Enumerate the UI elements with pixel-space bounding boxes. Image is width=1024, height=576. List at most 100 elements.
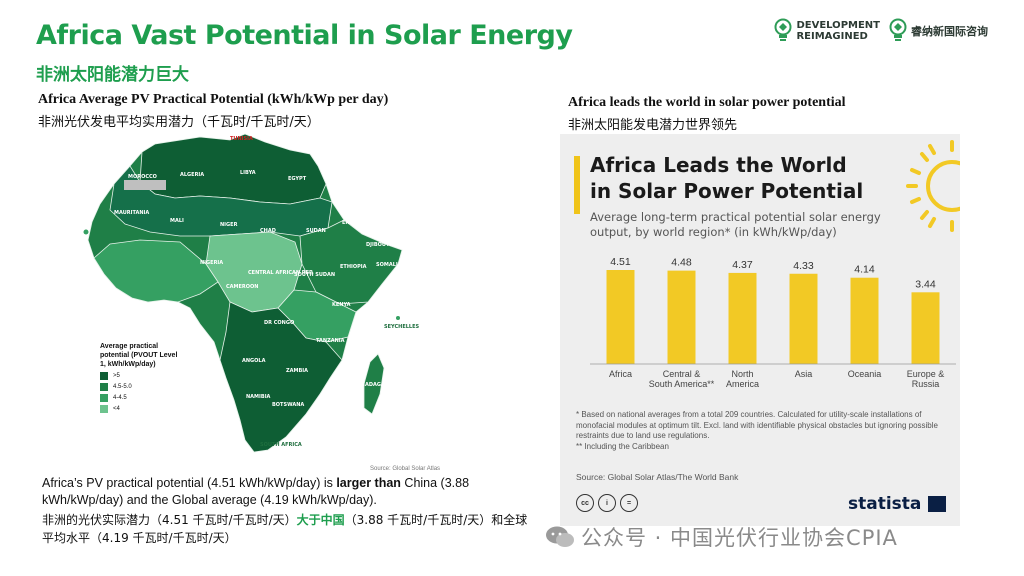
map-label: ALGERIA	[180, 172, 205, 178]
map-label: ANGOLA	[242, 358, 266, 364]
statista-chart-panel: Africa Leads the World in Solar Power Po…	[560, 134, 960, 526]
map-label: SOUTH SUDAN	[294, 272, 336, 278]
legend-label: >5	[113, 373, 120, 379]
footnote-1: * Based on national averages from a tota…	[576, 410, 938, 440]
watermark-text: 公众号 · 中国光伏行业协会CPIA	[581, 526, 898, 550]
map-label: CHAD	[260, 228, 276, 234]
chart-title: Africa Leads the World in Solar Power Po…	[590, 152, 890, 204]
bar-2	[728, 272, 757, 364]
cc-icon: cc	[576, 494, 594, 512]
caption-zh: 非洲的光伏实际潜力（4.51 千瓦时/千瓦时/天）大于中国（3.88 千瓦时/千…	[42, 511, 528, 547]
logo-text-cn: 睿纳新国际咨询	[911, 25, 988, 38]
africa-map-svg	[83, 133, 403, 453]
category-label-1: South America**	[649, 379, 715, 389]
africa-map: TUNISIA MOROCCO ALGERIA LIBYA EGYPT MAUR…	[80, 132, 419, 472]
chart-subtitle: Average long-term practical potential so…	[590, 210, 881, 239]
wechat-watermark: 公众号 · 中国光伏行业协会CPIA	[545, 522, 898, 552]
bar-4	[850, 277, 879, 364]
map-label: NIGERIA	[200, 260, 224, 266]
header-logos: DEVELOPMENT REIMAGINED 睿纳新国际咨询	[773, 18, 988, 44]
map-label: MALI	[170, 218, 184, 224]
value-label-4: 4.14	[854, 264, 875, 276]
bar-3	[789, 273, 818, 364]
map-label: MADAGASCAR	[360, 382, 400, 388]
bar-chart: 4.51 Africa 4.48 Central &South America** 4.…	[590, 256, 956, 389]
attribution-icon: i	[598, 494, 616, 512]
map-label: ERITREA	[342, 220, 366, 226]
value-label-0: 4.51	[610, 256, 631, 268]
chart-title-line1: Africa Leads the World	[590, 153, 847, 177]
island-cape-verde	[83, 229, 89, 235]
chart-section-title: Africa leads the world in solar power po…	[568, 95, 846, 110]
map-label: TANZANIA	[316, 338, 345, 344]
legend-swatch	[100, 394, 108, 402]
map-label: SOMALIA	[376, 262, 402, 268]
logo-text-line1: DEVELOPMENT	[796, 20, 880, 31]
license-icons: cc i =	[576, 494, 638, 512]
logo-text-line2: REIMAGINED	[796, 31, 868, 42]
map-label: MOROCCO	[128, 174, 157, 180]
western-sahara-region	[124, 180, 166, 190]
map-label: SEYCHELLES	[384, 324, 420, 330]
legend-title: Average practical potential (PVOUT Level…	[100, 343, 178, 368]
value-label-3: 4.33	[793, 260, 814, 272]
legend-item: 4.5-5.0	[100, 383, 180, 391]
chart-section-title-zh: 非洲太阳能发电潜力世界领先	[568, 118, 738, 133]
legend-swatch	[100, 383, 108, 391]
sun-icon	[906, 140, 960, 232]
north-africa-region	[139, 133, 327, 205]
chart-footnote: * Based on national averages from a tota…	[576, 410, 946, 452]
statista-mark-icon	[928, 496, 946, 512]
caption-bold: larger than	[336, 476, 401, 490]
category-label-2: America	[726, 379, 759, 389]
map-label: BOTSWANA	[272, 402, 305, 408]
map-title: Africa Average PV Practical Potential (k…	[38, 92, 389, 107]
map-title-zh: 非洲光伏发电平均实用潜力（千瓦时/千瓦时/天）	[38, 115, 320, 130]
map-legend: Average practical potential (PVOUT Level…	[100, 342, 180, 413]
page-title-zh: 非洲太阳能潜力巨大	[36, 65, 189, 85]
map-label: MAURITANIA	[114, 210, 150, 216]
value-label-2: 4.37	[732, 259, 753, 271]
lightbulb-icon	[889, 18, 907, 41]
map-label: CENTRAL AFRICAN REP.	[248, 270, 314, 276]
map-label: DR CONGO	[264, 320, 295, 326]
legend-item: >5	[100, 372, 180, 380]
category-label-2: North	[731, 369, 753, 379]
bar-5	[911, 292, 940, 364]
legend-item: 4-4.5	[100, 394, 180, 402]
map-label: CAMEROON	[226, 284, 259, 290]
category-label-1: Central &	[663, 369, 701, 379]
accent-bar	[574, 156, 580, 214]
legend-label: <4	[113, 406, 120, 412]
west-coast-region	[93, 239, 219, 303]
caption-zh-text: （3.88 千瓦时/千瓦时/天）和全球平均水平（4.19 千瓦时/千瓦时/天）	[42, 513, 528, 545]
map-label: TUNISIA	[230, 136, 253, 142]
island-seychelles	[396, 316, 400, 320]
legend-label: 4.5-5.0	[113, 384, 132, 390]
category-label-4: Oceania	[848, 369, 882, 379]
legend-swatch	[100, 405, 108, 413]
value-label-1: 4.48	[671, 257, 692, 269]
southern-africa-region	[219, 301, 343, 453]
category-label-5: Europe &	[907, 369, 945, 379]
map-label: KENYA	[332, 302, 351, 308]
map-label: NIGER	[220, 222, 238, 228]
map-label: NAMIBIA	[246, 394, 271, 400]
bar-0	[606, 270, 635, 364]
caption-text: Africa’s PV practical potential (4.51 kW…	[42, 476, 337, 490]
chart-title-line2: in Solar Power Potential	[590, 179, 864, 203]
no-derivatives-icon: =	[620, 494, 638, 512]
bar-1	[667, 270, 696, 364]
page-title: Africa Vast Potential in Solar Energy	[36, 20, 573, 51]
category-label-3: Asia	[795, 369, 813, 379]
legend-item: <4	[100, 405, 180, 413]
map-source: Source: Global Solar Atlas	[370, 466, 441, 472]
wechat-icon	[546, 526, 574, 547]
map-label: ETHIOPIA	[340, 264, 367, 270]
category-label-0: Africa	[609, 369, 632, 379]
footnote-2: ** Including the Caribbean	[576, 441, 669, 451]
caption-zh-text: 非洲的光伏实际潜力（4.51 千瓦时/千瓦时/天）	[42, 513, 297, 527]
cn-consulting-logo: 睿纳新国际咨询	[888, 18, 988, 44]
map-label: SOUTH AFRICA	[260, 442, 302, 448]
map-label: EGYPT	[288, 176, 307, 182]
